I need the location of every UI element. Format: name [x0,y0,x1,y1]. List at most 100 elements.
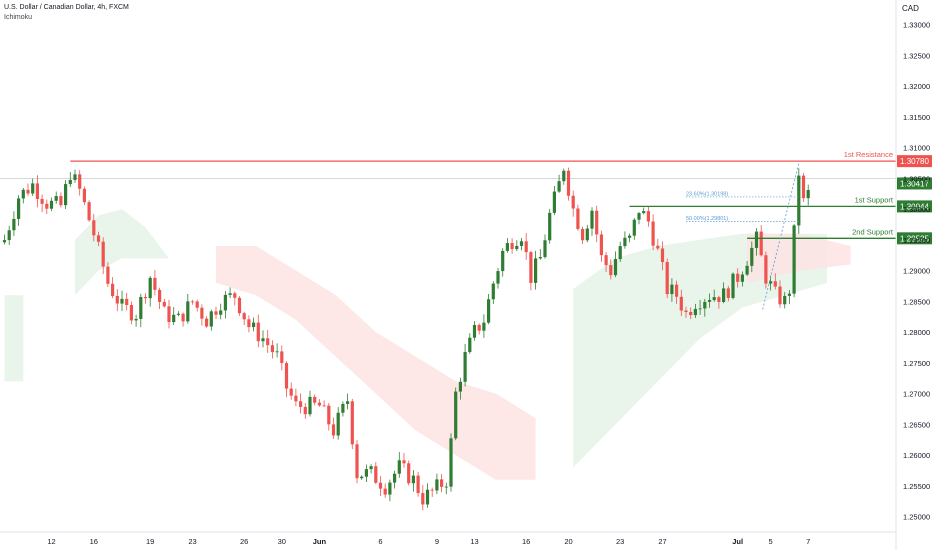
candle-body [64,184,68,206]
level-price-box-1 [897,200,932,213]
candle [54,191,58,204]
candle-body [543,240,547,258]
candle-body [397,460,401,474]
date-tick-label: 23 [616,537,624,546]
candle-body [717,297,721,302]
candle-body [731,273,735,298]
candle-body [496,271,500,284]
candle [675,280,679,304]
candle-body [524,241,528,253]
candle-body [665,262,669,295]
candle-body [115,295,119,304]
candle-body [585,228,589,241]
candle [68,171,72,188]
level-price-label-2: 1.29525 [900,234,929,243]
candle-body [501,250,505,272]
candle-body [759,231,763,256]
price-axis[interactable]: 1.33000 1.32500 1.32000 1.31500 1.31000 1.305… [903,21,930,522]
candle [698,300,702,315]
price-tick-label: 1.30500 [903,174,930,183]
symbol-title[interactable]: U.S. Dollar / Canadian Dollar, 4h, FXCM [4,4,129,11]
candle [764,251,768,289]
cloud-bull-3 [573,233,827,468]
candle [496,268,500,289]
candle [440,474,444,493]
candle-body [703,301,707,309]
candle [435,473,439,495]
candle [31,178,35,197]
fib-trend-line[interactable] [762,162,800,310]
level-price-box-2 [897,232,932,245]
candle [186,293,190,324]
candle-body [454,391,458,439]
candle-body [299,401,303,407]
candle-body [200,307,204,319]
candle-body [613,259,618,276]
candle [167,299,171,329]
candle-body [769,281,773,284]
candle-body [21,189,25,199]
candle [519,237,524,251]
candle [214,306,218,320]
candle-body [172,314,176,323]
candle-body [787,293,791,296]
fibonacci-retracement[interactable]: 23.60%(1.30198) 50.00%(1.29801) [686,162,801,310]
cloud-bull-1 [75,209,216,296]
candle-body [609,265,613,276]
candle [670,278,674,302]
candle-body [346,401,350,404]
candle [322,400,326,408]
candle-body [219,310,223,315]
candlesticks [2,167,810,511]
candle-body [754,231,759,248]
date-tick-label: 13 [470,537,478,546]
candle [651,214,655,251]
candle [303,402,307,419]
candle [411,470,415,492]
candle-body [45,203,49,209]
candle [472,321,477,341]
candle [355,440,359,484]
candle-body [294,395,298,402]
candle-body [106,266,110,284]
level-price-box-0 [897,155,932,168]
candle-body [96,235,101,242]
candle [139,293,143,328]
candle [581,226,585,244]
candle [393,470,397,489]
indicator-label[interactable]: Ichimoku [4,14,33,21]
candle-body [792,225,796,294]
level-label-1: 1st Support [855,195,894,204]
candle [96,231,101,247]
candle [294,388,298,407]
candle-body [468,337,472,353]
candle [82,186,86,206]
candle-body [515,245,519,250]
candle-body [698,308,702,310]
candle [449,433,453,492]
candle-body [228,293,232,295]
candle-body [660,248,665,263]
candle-body [679,296,683,311]
candle-body [360,476,364,479]
candle [364,464,368,483]
candle-body [797,175,801,226]
candle [195,299,199,312]
candle [270,340,274,359]
candle [703,298,707,317]
candle [261,330,265,348]
candle-body [78,174,82,189]
candle [26,183,30,196]
candle [416,471,420,497]
candle-body [538,257,542,259]
candle-body [59,196,63,206]
price-tick-label: 1.33000 [903,21,930,30]
candle-body [92,220,96,236]
level-label-0: 1st Resistance [844,150,893,159]
candle [87,200,91,222]
candle-body [670,284,674,295]
candle [78,170,82,196]
time-axis[interactable]: 12 16 19 23 26 30 Jun 6 9 13 16 20 23 27 Jul 5 7 [47,537,810,546]
candle-body [120,298,124,304]
